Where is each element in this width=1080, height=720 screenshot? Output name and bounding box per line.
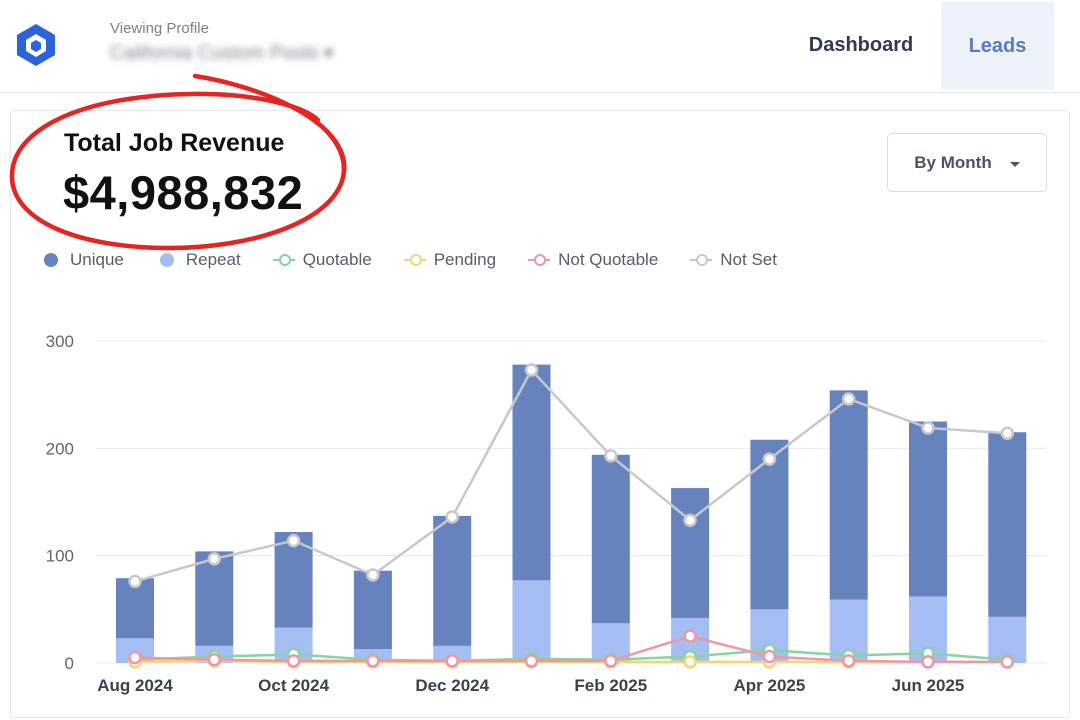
point-not-quotable: [604, 654, 618, 668]
bar-unique: [591, 454, 630, 624]
y-tick-label: 0: [65, 654, 74, 673]
chevron-down-icon: [1009, 161, 1020, 167]
point-not-quotable: [524, 654, 539, 668]
point-not-set: [1000, 426, 1015, 441]
bar-repeat: [512, 580, 551, 663]
bar-unique: [829, 390, 868, 600]
bar-unique: [988, 432, 1027, 617]
point-not-set: [286, 533, 301, 548]
revenue-title: Total Job Revenue: [64, 129, 285, 157]
bar-unique: [116, 578, 154, 639]
point-not-set: [128, 574, 142, 589]
nav-tab-dashboard[interactable]: Dashboard: [808, 33, 914, 56]
legend-label-unique: Unique: [70, 250, 124, 269]
x-tick-label: Jun 2025: [892, 676, 965, 695]
point-not-set: [604, 449, 618, 463]
point-not-quotable: [921, 655, 935, 669]
y-tick-label: 100: [46, 547, 74, 566]
nav-tab-leads[interactable]: Leads: [941, 2, 1054, 90]
legend-swatch-unique: [44, 253, 58, 267]
point-not-set: [921, 421, 935, 435]
point-not-set: [524, 363, 539, 377]
profile-caption: Viewing Profile: [110, 20, 209, 37]
period-dropdown-value: By Month: [914, 152, 992, 172]
point-not-set: [207, 552, 222, 566]
profile-selector[interactable]: California Custom Pools ▾: [110, 43, 334, 64]
point-not-set: [445, 510, 459, 524]
revenue-chart: 0 100 200 300 Aug 2024 Oct 2024 Dec 2024 Feb 20…: [46, 332, 1046, 695]
legend-label-not-quotable: Not Quotable: [558, 250, 659, 269]
x-tick-label: Aug 2024: [97, 676, 173, 695]
legend-swatch-not-set: [690, 253, 713, 267]
legend-item-unique[interactable]: Unique: [44, 250, 124, 270]
bar-unique: [671, 488, 710, 618]
point-not-quotable: [366, 654, 380, 668]
legend-swatch-repeat: [159, 253, 174, 267]
x-tick-label: Oct 2024: [258, 676, 329, 695]
point-not-quotable: [286, 654, 301, 668]
x-tick-label: Dec 2024: [415, 676, 489, 695]
point-not-quotable: [841, 654, 856, 668]
point-pending: [683, 655, 697, 669]
top-bar: Viewing Profile California Custom Pools …: [0, 0, 1080, 93]
y-tick-label: 300: [46, 332, 74, 351]
bar-unique: [433, 515, 472, 646]
hexagon-logo-icon[interactable]: [14, 22, 58, 68]
point-not-quotable: [762, 649, 777, 664]
legend-label-quotable: Quotable: [302, 250, 372, 269]
point-not-quotable: [683, 629, 697, 643]
bar-unique: [195, 551, 234, 646]
line-quotable: [134, 648, 1008, 663]
legend-label-repeat: Repeat: [185, 250, 241, 269]
legend-swatch-quotable: [272, 253, 295, 267]
point-not-quotable: [128, 650, 142, 665]
point-not-quotable: [445, 654, 459, 668]
legend-swatch-not-quotable: [528, 253, 551, 267]
point-not-set: [841, 392, 856, 406]
legend-item-not-quotable[interactable]: Not Quotable: [528, 250, 659, 270]
chart-legend: Unique Repeat Quotable Pending Not Quota…: [44, 250, 813, 270]
point-not-set: [762, 452, 777, 466]
point-not-set: [683, 513, 697, 527]
point-not-quotable: [1000, 655, 1015, 669]
legend-label-not-set: Not Set: [720, 250, 777, 269]
x-tick-label: Apr 2025: [733, 676, 805, 695]
legend-item-not-set[interactable]: Not Set: [690, 250, 777, 270]
point-not-set: [366, 568, 380, 582]
revenue-value: $4,988,832: [63, 166, 304, 219]
bar-unique: [512, 364, 551, 581]
line-not-quotable: [134, 634, 1008, 664]
period-dropdown[interactable]: By Month: [887, 133, 1047, 192]
bar-unique: [353, 570, 392, 650]
legend-label-pending: Pending: [433, 250, 497, 269]
line-not-set: [134, 367, 1008, 583]
legend-item-repeat[interactable]: Repeat: [159, 250, 241, 270]
legend-item-pending[interactable]: Pending: [403, 250, 497, 270]
point-not-quotable: [207, 653, 222, 667]
bar-unique: [909, 421, 947, 597]
bar-unique: [274, 532, 313, 628]
x-tick-label: Feb 2025: [574, 676, 647, 695]
y-tick-label: 200: [46, 439, 74, 458]
legend-item-quotable[interactable]: Quotable: [272, 250, 372, 270]
legend-swatch-pending: [403, 253, 426, 267]
